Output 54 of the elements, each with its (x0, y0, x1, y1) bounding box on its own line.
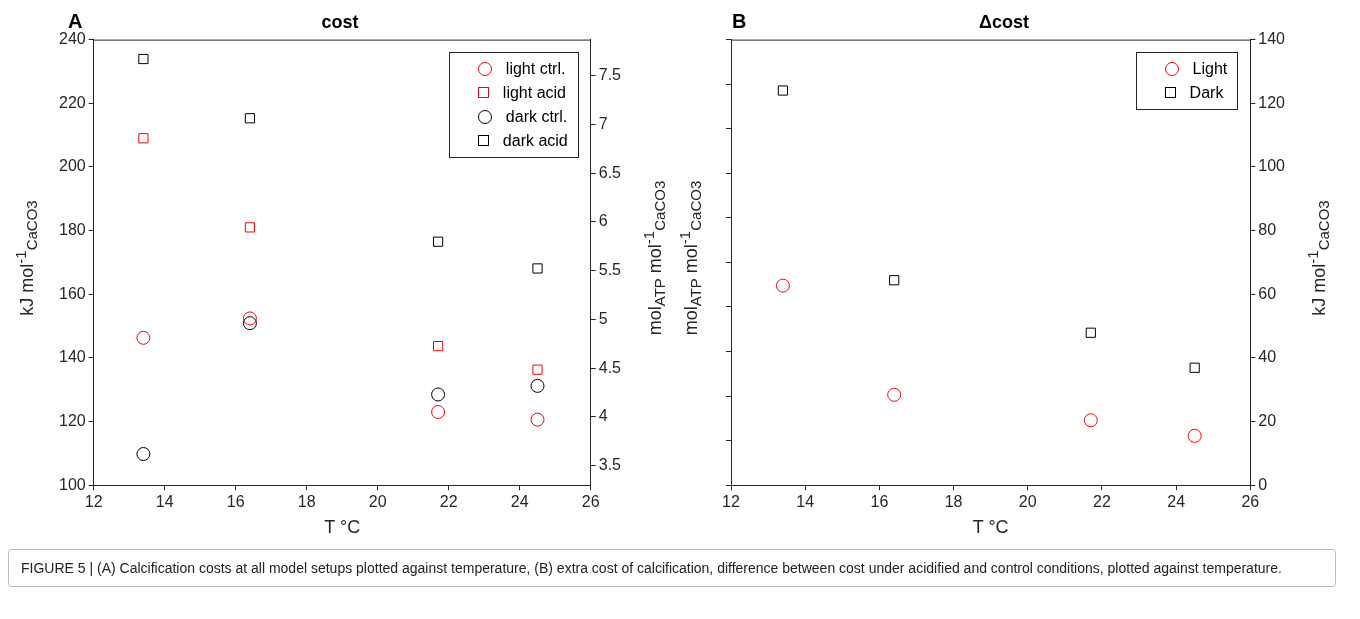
chart-title: cost (321, 11, 359, 32)
y-tick-label: 200 (58, 157, 86, 175)
y2-tick-label: 7.5 (598, 66, 622, 84)
y-tick-label: 180 (58, 220, 86, 238)
y2-tick-label: 6.5 (598, 163, 622, 181)
x-tick-label: 20 (1018, 493, 1037, 511)
x-tick-label: 22 (439, 493, 458, 511)
text: B (732, 10, 747, 33)
x-axis-title: T °C (324, 517, 361, 538)
legend-label: light ctrl. (505, 58, 566, 79)
y2-tick-label: 40 (1258, 348, 1277, 366)
legend-label: Dark (1189, 82, 1224, 103)
x-tick-label: 22 (1093, 493, 1111, 511)
x-tick-label: 24 (1167, 493, 1186, 511)
legend-label: Light (1192, 58, 1228, 79)
y2-tick-label: 7 (598, 114, 608, 132)
y-tick-label: 240 (58, 30, 86, 48)
x-tick-label: 12 (722, 493, 740, 511)
y2-tick-label: 4.5 (598, 358, 622, 376)
x-tick-label: 26 (581, 493, 600, 511)
x-tick-label: 24 (510, 493, 529, 511)
y2-tick-label: 0 (1258, 475, 1268, 493)
text: A (68, 10, 83, 32)
y-tick-label: 120 (58, 411, 86, 429)
y2-tick-label: 6 (598, 212, 608, 230)
legend-label: light acid (502, 82, 566, 103)
x-tick-label: 14 (155, 493, 174, 511)
y2-tick-label: 60 (1258, 284, 1277, 302)
x-tick-label: 12 (84, 493, 103, 511)
y-tick-label: 220 (58, 93, 86, 111)
y2-tick-label: 3.5 (598, 456, 622, 474)
y2-tick-label: 100 (1258, 157, 1286, 175)
y2-tick-label: 80 (1258, 220, 1277, 238)
y2-tick-label: 5.5 (598, 261, 622, 279)
x-axis-title: T °C (972, 517, 1009, 538)
y-tick-label: 160 (58, 284, 86, 302)
y2-tick-label: 120 (1258, 93, 1286, 111)
x-tick-label: 16 (226, 493, 245, 511)
x-tick-label: 18 (944, 493, 963, 511)
caption: FIGURE 5 | (A) Calcification costs at all model setups plotted against temperature, (B) extra cost of calcification, difference between cost under acidified and control conditions, plotted against temperature. (8, 549, 1336, 587)
y2-tick-label: 5 (598, 309, 608, 327)
legend-label: dark acid (502, 130, 568, 151)
x-tick-label: 16 (870, 493, 889, 511)
y2-tick-label: 20 (1258, 411, 1277, 429)
legend-label: dark ctrl. (505, 106, 568, 127)
x-tick-label: 14 (796, 493, 815, 511)
y-tick-label: 140 (58, 348, 86, 366)
y2-tick-label: 140 (1258, 30, 1286, 48)
x-tick-label: 18 (297, 493, 316, 511)
x-tick-label: 26 (1241, 493, 1260, 511)
chart-title: Δcost (979, 11, 1029, 32)
x-tick-label: 20 (368, 493, 387, 511)
y-tick-label: 100 (58, 475, 86, 493)
y2-tick-label: 4 (598, 407, 608, 425)
